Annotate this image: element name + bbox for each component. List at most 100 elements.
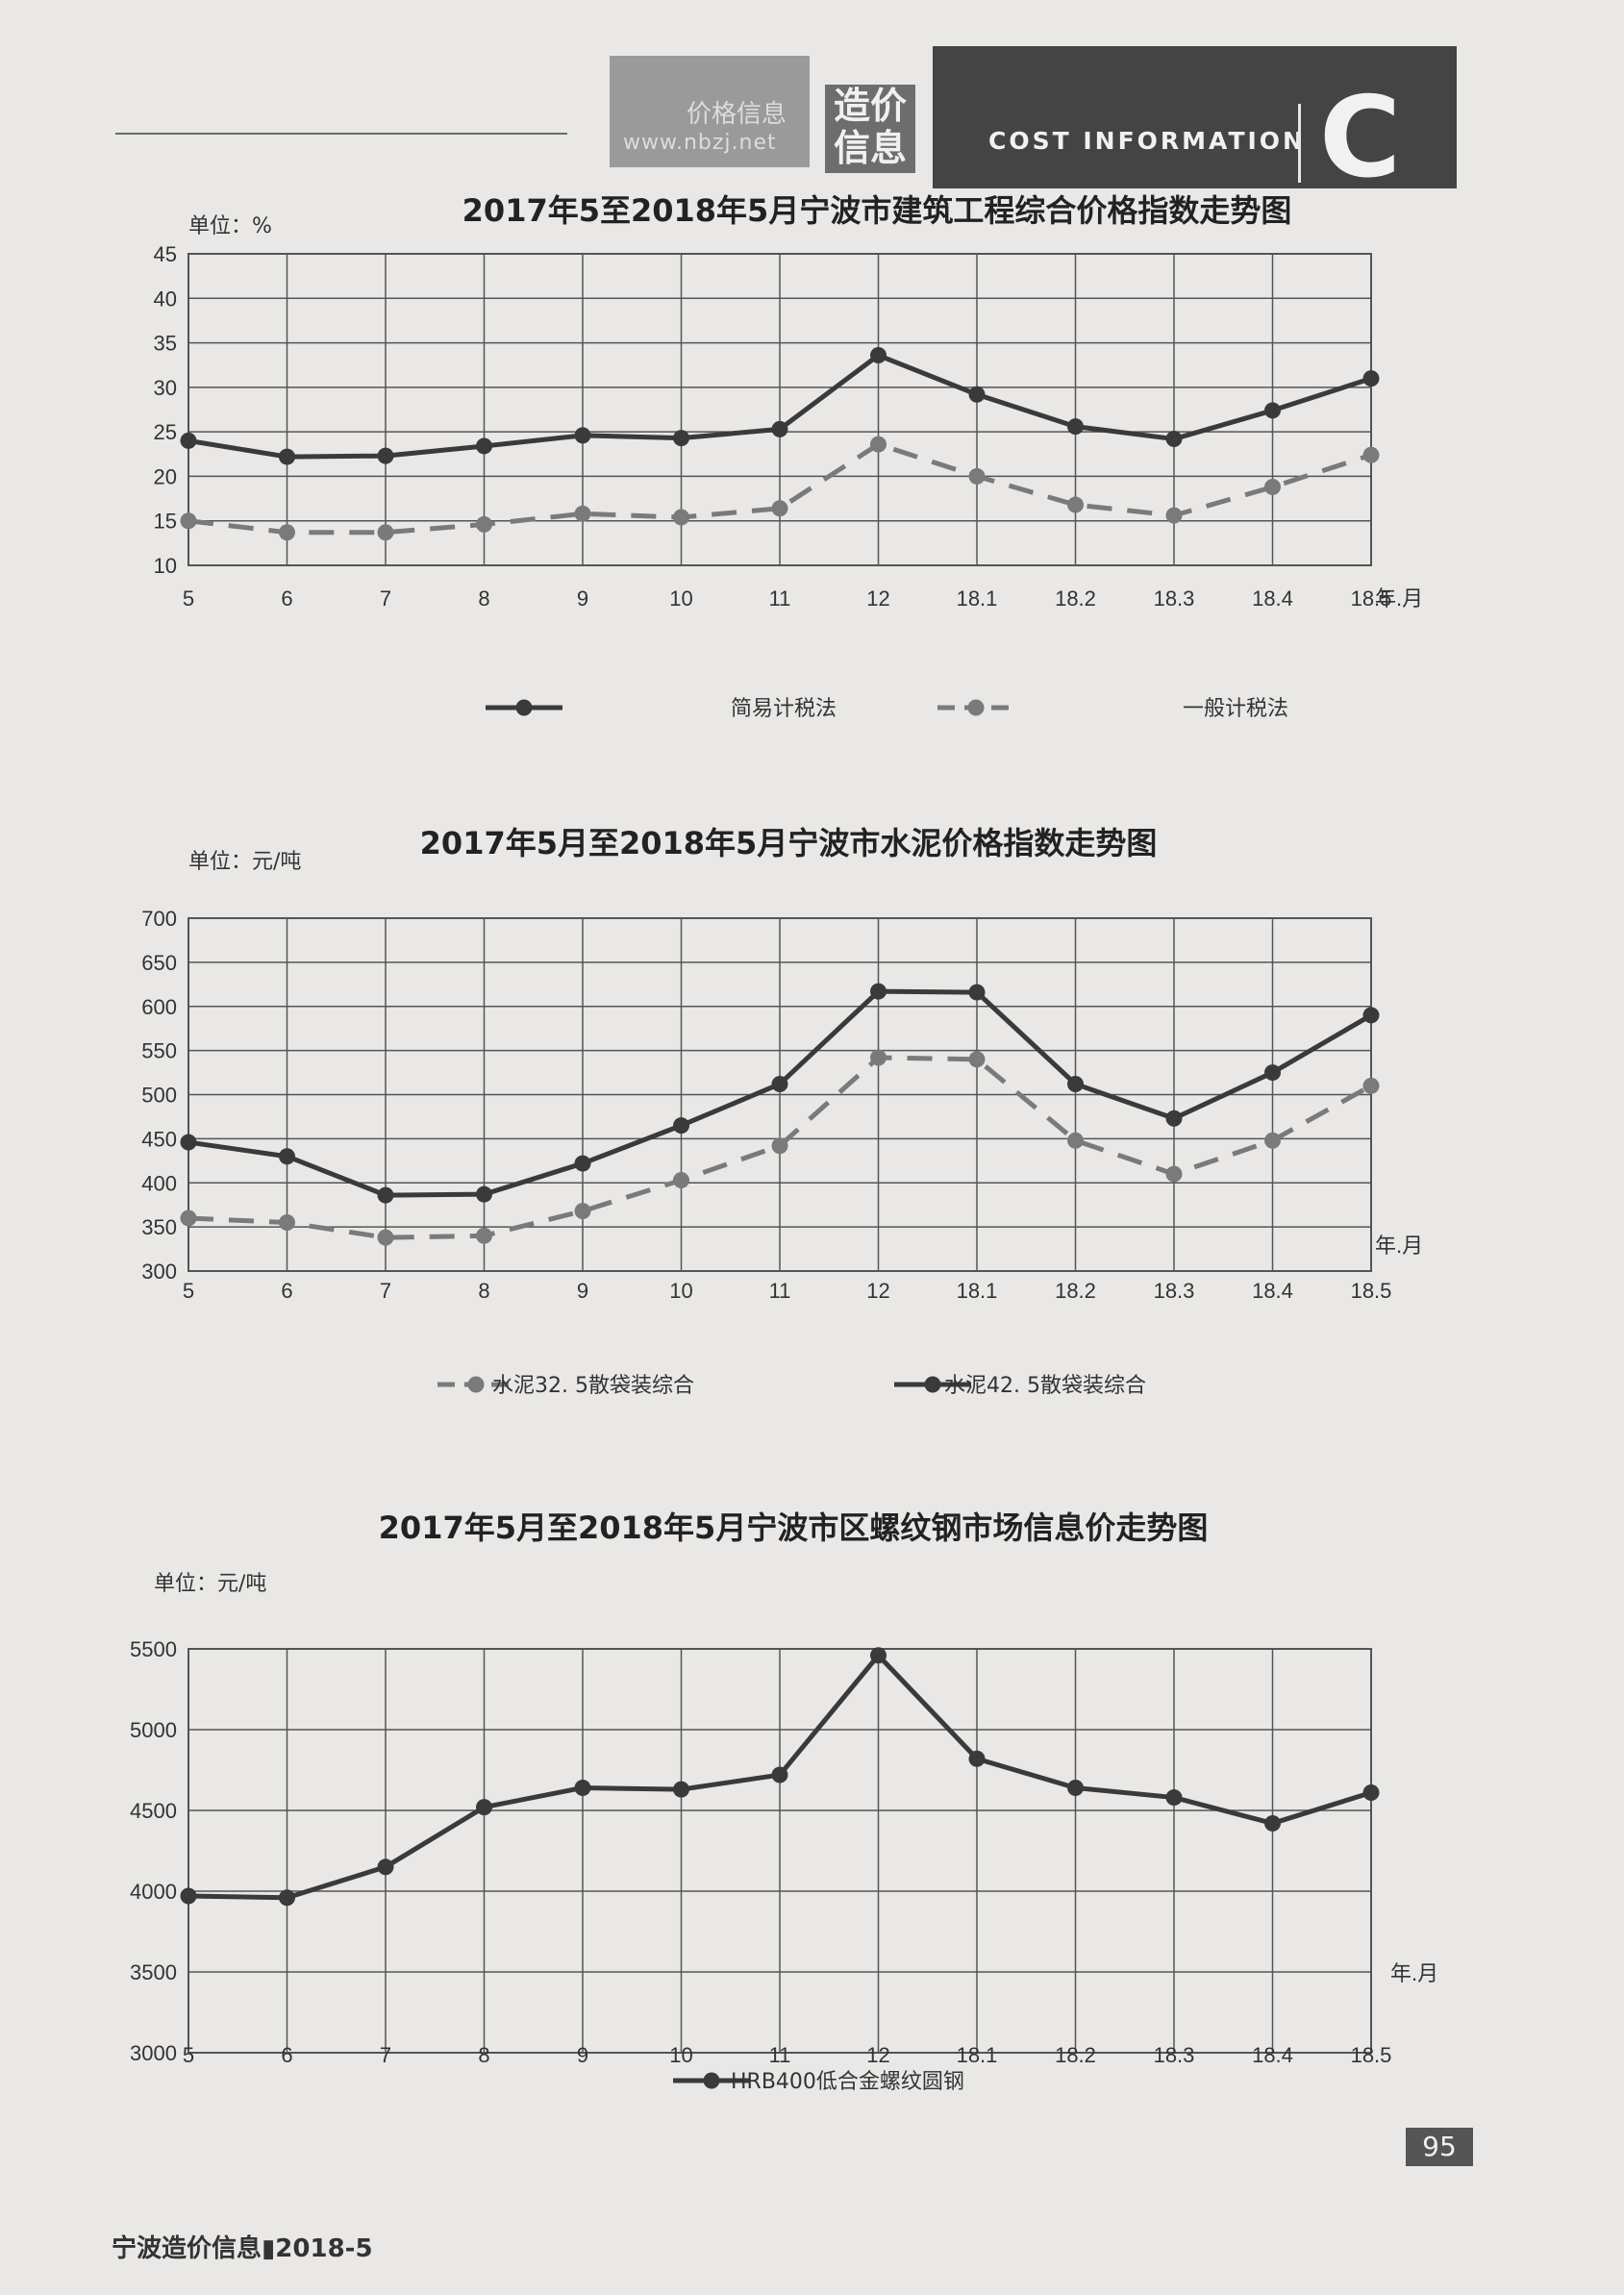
y-tick-label: 350 [141, 1215, 177, 1239]
data-point [1165, 1165, 1183, 1183]
data-point [1165, 431, 1183, 448]
x-tick-label: 7 [380, 586, 391, 611]
data-point [870, 1049, 887, 1066]
price-info-logo: 价格信息 www.nbzj.net [610, 56, 810, 167]
chart-title: 2017年5月至2018年5月宁波市区螺纹钢市场信息价走势图 [379, 1509, 1209, 1546]
x-tick-label: 10 [669, 2043, 692, 2067]
data-point [476, 515, 492, 533]
x-tick-label: 9 [577, 2043, 588, 2067]
x-tick-label: 18.2 [1055, 1279, 1096, 1303]
y-tick-label: 40 [154, 287, 177, 311]
y-tick-label: 500 [141, 1084, 177, 1108]
publication-footer: 宁波造价信息▮2018-5 [112, 2234, 373, 2263]
data-point [1067, 418, 1084, 436]
data-point [476, 1799, 492, 1816]
x-axis-label: 年.月 [1375, 586, 1423, 611]
data-point [1264, 1132, 1281, 1149]
chart-unit-label: 单位：元/吨 [154, 1572, 266, 1596]
y-tick-label: 4500 [130, 1799, 177, 1823]
data-point [968, 1750, 986, 1767]
x-tick-label: 12 [866, 2043, 889, 2067]
section-cn-badge: 造价信息 [825, 85, 915, 173]
data-point [771, 1137, 788, 1155]
legend-label: 一般计税法 [1183, 697, 1288, 721]
data-point [180, 432, 197, 449]
data-point [574, 1203, 591, 1220]
data-point [870, 983, 887, 1000]
x-tick-label: 18.5 [1351, 1279, 1392, 1303]
x-tick-label: 18.4 [1252, 1279, 1293, 1303]
data-point [377, 524, 394, 541]
data-point [279, 1889, 295, 1907]
x-axis-label: 年.月 [1375, 1234, 1423, 1258]
data-point [377, 1229, 394, 1246]
data-point [279, 1214, 295, 1232]
legend-label: HRB400低合金螺纹圆钢 [731, 2070, 964, 2094]
data-point [476, 1185, 492, 1203]
legend-label: 水泥42. 5散袋装综合 [944, 1374, 1146, 1398]
data-point [673, 1117, 689, 1135]
data-point [968, 984, 986, 1001]
data-point [1067, 1075, 1084, 1092]
data-point [1264, 1064, 1281, 1082]
data-point [574, 505, 591, 522]
x-tick-label: 11 [769, 2043, 791, 2067]
x-tick-label: 11 [769, 1279, 791, 1303]
data-point [279, 448, 295, 465]
x-tick-label: 12 [866, 1279, 889, 1303]
x-tick-label: 18.3 [1154, 1279, 1195, 1303]
data-point [574, 427, 591, 444]
data-point [180, 1134, 197, 1151]
legend-label: 简易计税法 [731, 697, 837, 721]
section-en-title: COST INFORMATION [988, 127, 1306, 155]
data-point [1362, 1077, 1380, 1094]
data-point [1067, 1779, 1084, 1796]
data-point [180, 1210, 197, 1227]
data-point [574, 1155, 591, 1172]
data-point [870, 1647, 887, 1664]
y-tick-label: 300 [141, 1260, 177, 1284]
y-tick-label: 5000 [130, 1718, 177, 1742]
logo-url: www.nbzj.net [623, 131, 777, 155]
data-point [180, 1887, 197, 1905]
data-point [574, 1779, 591, 1796]
legend-swatch-marker [967, 699, 985, 716]
x-tick-label: 18.3 [1154, 586, 1195, 611]
data-point [1362, 370, 1380, 387]
y-tick-label: 400 [141, 1171, 177, 1195]
x-axis-label: 年.月 [1390, 1961, 1438, 1985]
x-tick-label: 18.5 [1351, 586, 1392, 611]
y-tick-label: 10 [154, 554, 177, 578]
logo-title: 价格信息 [687, 100, 787, 129]
header-rule [115, 133, 567, 135]
data-point [1165, 1789, 1183, 1807]
x-tick-label: 8 [478, 586, 489, 611]
x-tick-label: 8 [478, 1279, 489, 1303]
data-point [1165, 507, 1183, 524]
x-tick-label: 18.2 [1055, 586, 1096, 611]
x-tick-label: 18.4 [1252, 586, 1293, 611]
y-tick-label: 600 [141, 995, 177, 1019]
data-point [968, 1051, 986, 1068]
data-point [1264, 479, 1281, 496]
data-point [1067, 1132, 1084, 1149]
y-tick-label: 5500 [130, 1637, 177, 1661]
x-tick-label: 18.3 [1154, 2043, 1195, 2067]
y-tick-label: 700 [141, 907, 177, 931]
data-point [968, 467, 986, 485]
section-header: COST INFORMATION C [933, 46, 1457, 194]
data-point [771, 1766, 788, 1784]
data-point [673, 509, 689, 526]
x-tick-label: 18.4 [1252, 2043, 1293, 2067]
y-tick-label: 450 [141, 1127, 177, 1151]
legend-swatch-marker [924, 1376, 941, 1393]
data-point [673, 430, 689, 447]
x-tick-label: 18.5 [1351, 2043, 1392, 2067]
y-tick-label: 550 [141, 1039, 177, 1063]
legend-swatch-marker [703, 2072, 720, 2089]
x-tick-label: 18.1 [957, 586, 998, 611]
x-tick-label: 8 [478, 2043, 489, 2067]
